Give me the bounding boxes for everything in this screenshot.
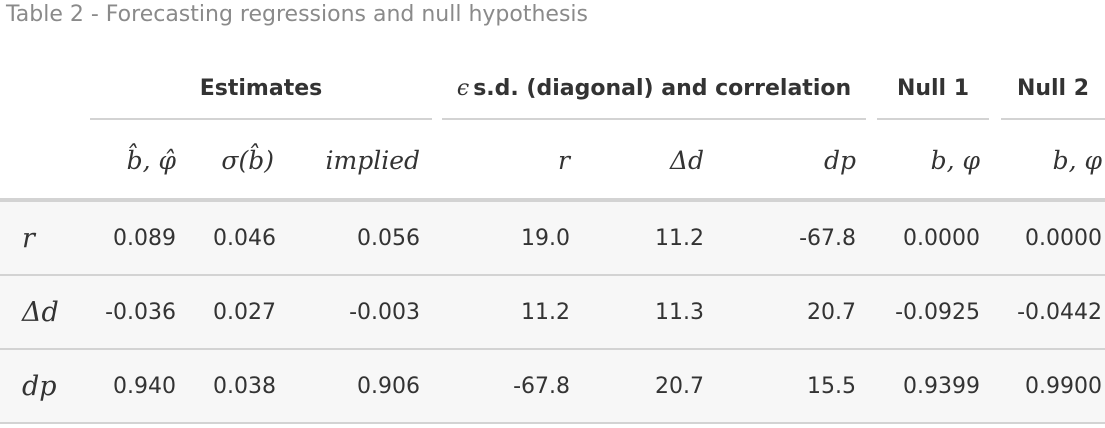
row-label: r	[22, 223, 35, 254]
epsilon-symbol: ϵ	[456, 76, 470, 101]
cell-implied: -0.003	[349, 300, 420, 325]
cell-dp: 20.7	[807, 300, 856, 325]
row-label: Δd	[22, 297, 59, 328]
cell-bphi: 0.940	[113, 374, 176, 399]
cell-implied: 0.056	[357, 226, 420, 251]
spanner-estimates-rule	[90, 118, 432, 120]
cell-r: -67.8	[513, 374, 570, 399]
cell-delta-d: 11.2	[655, 226, 704, 251]
spanner-null1-rule	[877, 118, 989, 120]
cell-null2: 0.9900	[1025, 374, 1102, 399]
column-header-r: r	[558, 146, 570, 175]
cell-r: 11.2	[521, 300, 570, 325]
column-header-delta-d: Δd	[669, 146, 704, 175]
cell-dp: 15.5	[807, 374, 856, 399]
cell-null2: -0.0442	[1017, 300, 1102, 325]
column-header-null1: b, φ	[930, 146, 980, 175]
row-label: dp	[22, 371, 57, 402]
cell-bphi: -0.036	[105, 300, 176, 325]
table-row: dp 0.940 0.038 0.906 -67.8 20.7 15.5 0.9…	[0, 350, 1105, 424]
spanner-null2: Null 2	[1016, 76, 1090, 101]
spanner-null2-rule	[1001, 118, 1105, 120]
cell-dp: -67.8	[799, 226, 856, 251]
spanner-estimates: Estimates	[199, 76, 323, 101]
table-caption: Table 2 - Forecasting regressions and nu…	[6, 2, 588, 27]
cell-delta-d: 11.3	[655, 300, 704, 325]
column-header-implied: implied	[325, 146, 421, 175]
cell-sigma: 0.038	[213, 374, 276, 399]
column-spanner-row: Estimates ϵ s.d. (diagonal) and correlati…	[0, 62, 1105, 122]
column-header-null2: b, φ	[1052, 146, 1102, 175]
table-row: Δd -0.036 0.027 -0.003 11.2 11.3 20.7 -0…	[0, 276, 1105, 350]
cell-sigma: 0.027	[213, 300, 276, 325]
cell-null1: 0.0000	[903, 226, 980, 251]
table-row: r 0.089 0.046 0.056 19.0 11.2 -67.8 0.00…	[0, 202, 1105, 276]
cell-null2: 0.0000	[1025, 226, 1102, 251]
spanner-correlation-rule	[442, 118, 866, 120]
spanner-correlation: ϵ s.d. (diagonal) and correlation	[442, 72, 866, 106]
cell-delta-d: 20.7	[655, 374, 704, 399]
column-header-bphi: b̂, φ̂	[126, 146, 176, 175]
cell-r: 19.0	[521, 226, 570, 251]
cell-implied: 0.906	[357, 374, 420, 399]
cell-bphi: 0.089	[113, 226, 176, 251]
column-header-sigma: σ(b̂)	[221, 146, 274, 175]
cell-sigma: 0.046	[213, 226, 276, 251]
spanner-null1: Null 1	[896, 76, 970, 101]
cell-null1: -0.0925	[895, 300, 980, 325]
column-header-dp: dp	[823, 146, 856, 175]
header-rule	[0, 198, 1105, 202]
column-header-row: b̂, φ̂ σ(b̂) implied r Δd dp b, φ b, φ	[0, 122, 1105, 198]
spanner-correlation-label: s.d. (diagonal) and correlation	[473, 76, 852, 101]
cell-null1: 0.9399	[903, 374, 980, 399]
